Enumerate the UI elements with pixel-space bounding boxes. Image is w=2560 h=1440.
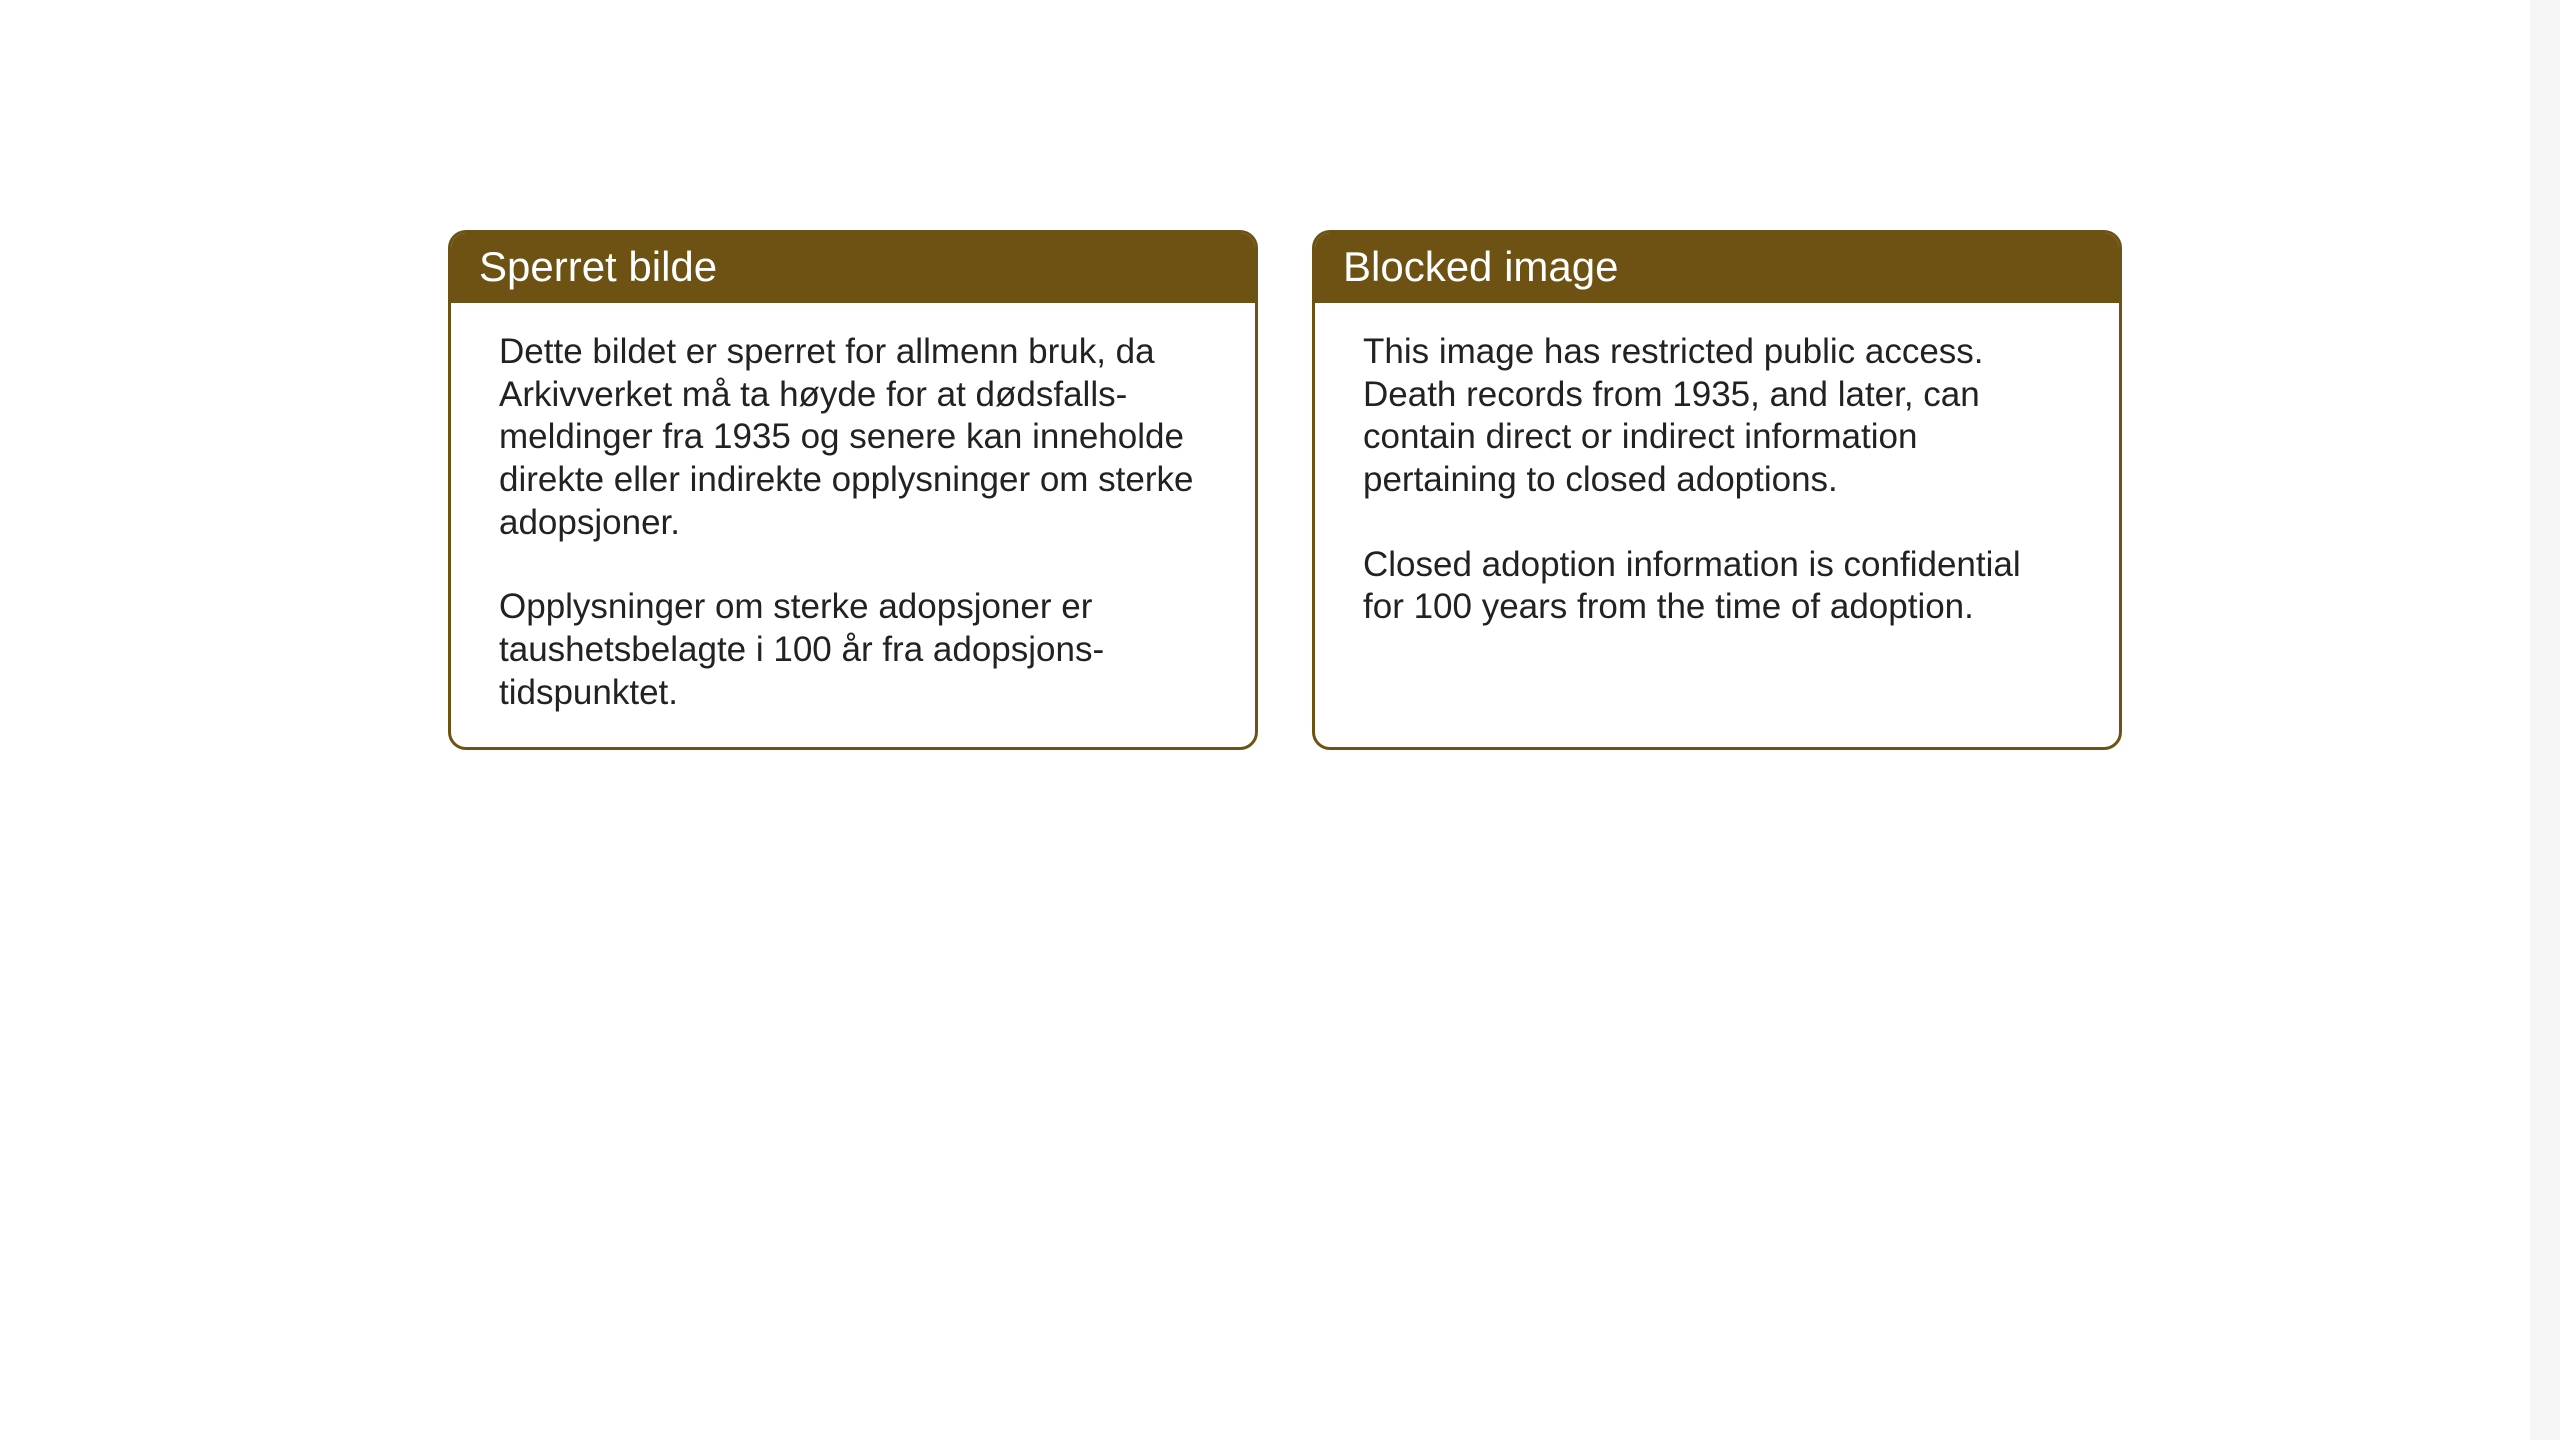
card-header-english: Blocked image [1315,233,2119,303]
card-header-norwegian: Sperret bilde [451,233,1255,303]
vertical-scrollbar[interactable] [2530,0,2560,1440]
notice-cards-container: Sperret bilde Dette bildet er sperret fo… [448,230,2122,750]
card-paragraph: Opplysninger om sterke adopsjoner er tau… [499,586,1207,714]
card-paragraph: Dette bildet er sperret for allmenn bruk… [499,331,1207,544]
scrollbar-thumb[interactable] [2532,0,2558,1440]
card-paragraph: Closed adoption information is confident… [1363,544,2071,629]
card-paragraph: This image has restricted public access.… [1363,331,2071,502]
card-body-norwegian: Dette bildet er sperret for allmenn bruk… [451,303,1255,747]
notice-card-norwegian: Sperret bilde Dette bildet er sperret fo… [448,230,1258,750]
card-body-english: This image has restricted public access.… [1315,303,2119,743]
notice-card-english: Blocked image This image has restricted … [1312,230,2122,750]
